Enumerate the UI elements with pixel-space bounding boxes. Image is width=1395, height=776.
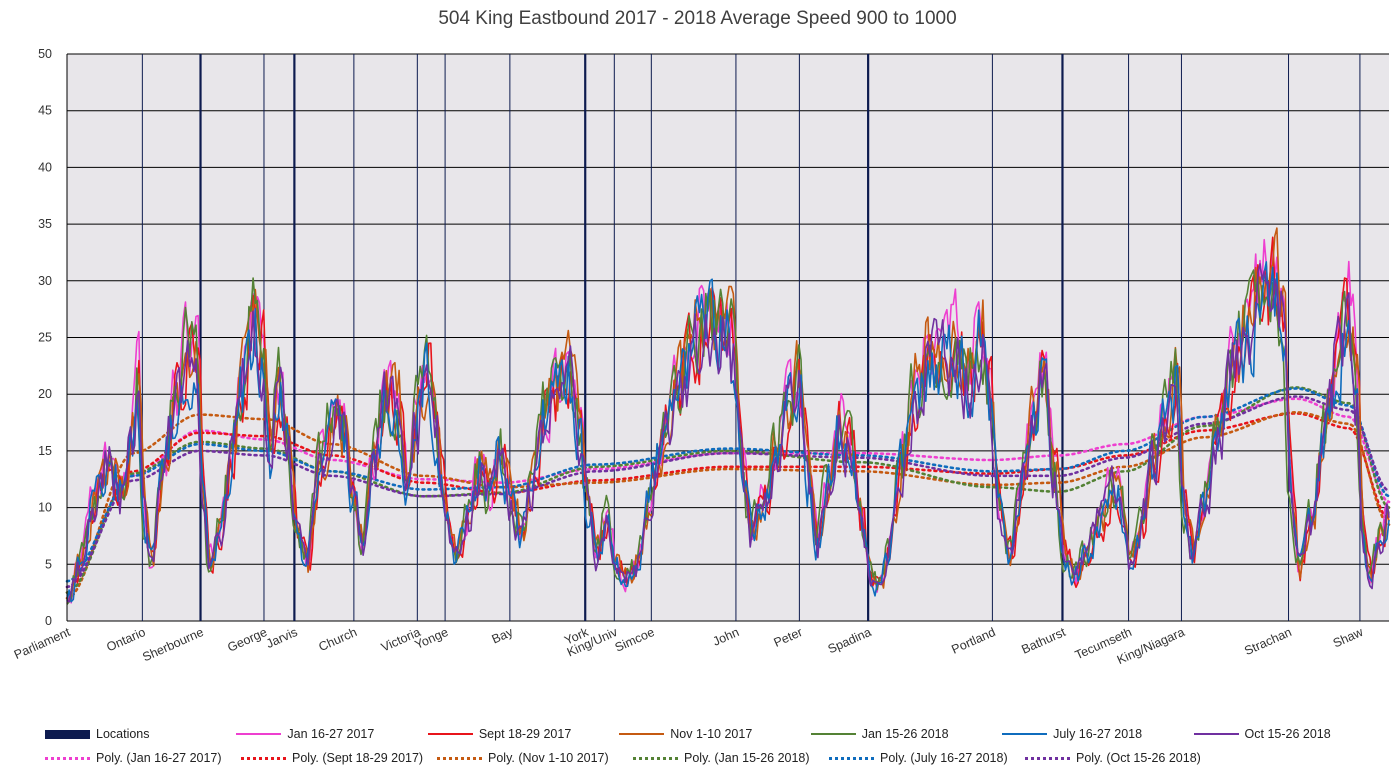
y-tick-label: 45 [38, 104, 52, 118]
legend-item-series: Jan 15-26 2018 [810, 727, 1002, 741]
x-tick-label: Strachan [1242, 625, 1293, 658]
y-tick-label: 20 [38, 387, 52, 401]
legend-label: Jan 15-26 2018 [861, 727, 949, 741]
legend-item-trend: Poly. (Jan 16-27 2017) [45, 751, 241, 765]
x-tick-label: Peter [772, 625, 805, 650]
x-tick-label: Portland [949, 625, 997, 657]
legend-swatch [241, 756, 286, 760]
legend-item-series: July 16-27 2018 [1002, 727, 1193, 741]
legend-label: Jan 16-27 2017 [287, 727, 375, 741]
y-tick-label: 30 [38, 274, 52, 288]
legend-label: Poly. (Jan 15-26 2018) [684, 751, 810, 765]
y-tick-label: 15 [38, 444, 52, 458]
legend-label: Poly. (July 16-27 2018) [880, 751, 1008, 765]
legend-item-trend: Poly. (July 16-27 2018) [829, 751, 1025, 765]
trend-line [65, 386, 1391, 594]
series-line [66, 263, 1390, 603]
legend-label-locations: Locations [96, 727, 150, 741]
y-tick-label: 10 [38, 501, 52, 515]
legend-label: Poly. (Jan 16-27 2017) [96, 751, 222, 765]
legend-swatch [45, 756, 90, 760]
legend-item-trend: Poly. (Jan 15-26 2018) [633, 751, 829, 765]
x-tick-label: Ontario [104, 625, 147, 654]
legend-item-series: Jan 16-27 2017 [236, 727, 427, 741]
series-lines [66, 227, 1390, 605]
chart-title: 504 King Eastbound 2017 - 2018 Average S… [438, 8, 957, 29]
legend-swatch [427, 733, 473, 735]
x-tick-label: Spadina [826, 625, 874, 656]
x-tick-label: Parliament [12, 625, 73, 662]
location-lines [141, 54, 1361, 621]
legend-swatch [633, 756, 678, 760]
x-tick-label: Simcoe [613, 625, 657, 655]
legend-label: Nov 1-10 2017 [670, 727, 753, 741]
legend-row-trends: Poly. (Jan 16-27 2017) Poly. (Sept 18-29 … [45, 746, 1385, 770]
legend-swatch [810, 733, 856, 735]
legend-item-series: Oct 15-26 2018 [1193, 727, 1385, 741]
legend-label: Poly. (Nov 1-10 2017) [488, 751, 609, 765]
y-tick-label: 5 [45, 557, 52, 571]
legend-swatch [236, 733, 282, 735]
legend: Locations Jan 16-27 2017 Sept 18-29 2017 N… [45, 722, 1385, 770]
legend-item-locations: Locations [45, 727, 236, 741]
x-tick-label: Jarvis [264, 625, 300, 651]
x-tick-label: Bay [490, 625, 516, 647]
series-line [66, 261, 1390, 603]
y-tick-label: 35 [38, 217, 52, 231]
legend-item-trend: Poly. (Oct 15-26 2018) [1025, 751, 1221, 765]
legend-swatch [1193, 733, 1239, 735]
legend-swatch [1025, 756, 1070, 760]
legend-label: July 16-27 2018 [1053, 727, 1143, 741]
x-tick-label: John [711, 625, 742, 649]
x-tick-label: Church [317, 625, 360, 654]
legend-swatch [619, 733, 665, 735]
legend-item-trend: Poly. (Nov 1-10 2017) [437, 751, 633, 765]
legend-item-series: Nov 1-10 2017 [619, 727, 810, 741]
y-tick-label: 25 [38, 331, 52, 345]
locations-swatch [45, 729, 90, 739]
trend-line [65, 397, 1391, 589]
legend-label: Poly. (Sept 18-29 2017) [292, 751, 424, 765]
x-tick-label: Shaw [1331, 625, 1366, 651]
y-tick-label: 50 [38, 47, 52, 61]
legend-item-trend: Poly. (Sept 18-29 2017) [241, 751, 437, 765]
legend-item-series: Sept 18-29 2017 [427, 727, 619, 741]
x-tick-label: Bathurst [1019, 625, 1068, 657]
legend-swatch [829, 756, 874, 760]
legend-swatch [1002, 733, 1048, 735]
y-tick-label: 40 [38, 160, 52, 174]
legend-row-series: Locations Jan 16-27 2017 Sept 18-29 2017 N… [45, 722, 1385, 746]
legend-swatch [437, 756, 482, 760]
legend-label: Oct 15-26 2018 [1244, 727, 1331, 741]
legend-label: Sept 18-29 2017 [478, 727, 572, 741]
x-tick-label: George [225, 625, 269, 655]
legend-label: Poly. (Oct 15-26 2018) [1076, 751, 1201, 765]
y-tick-label: 0 [45, 614, 52, 628]
x-tick-label: Sherbourne [140, 625, 205, 664]
